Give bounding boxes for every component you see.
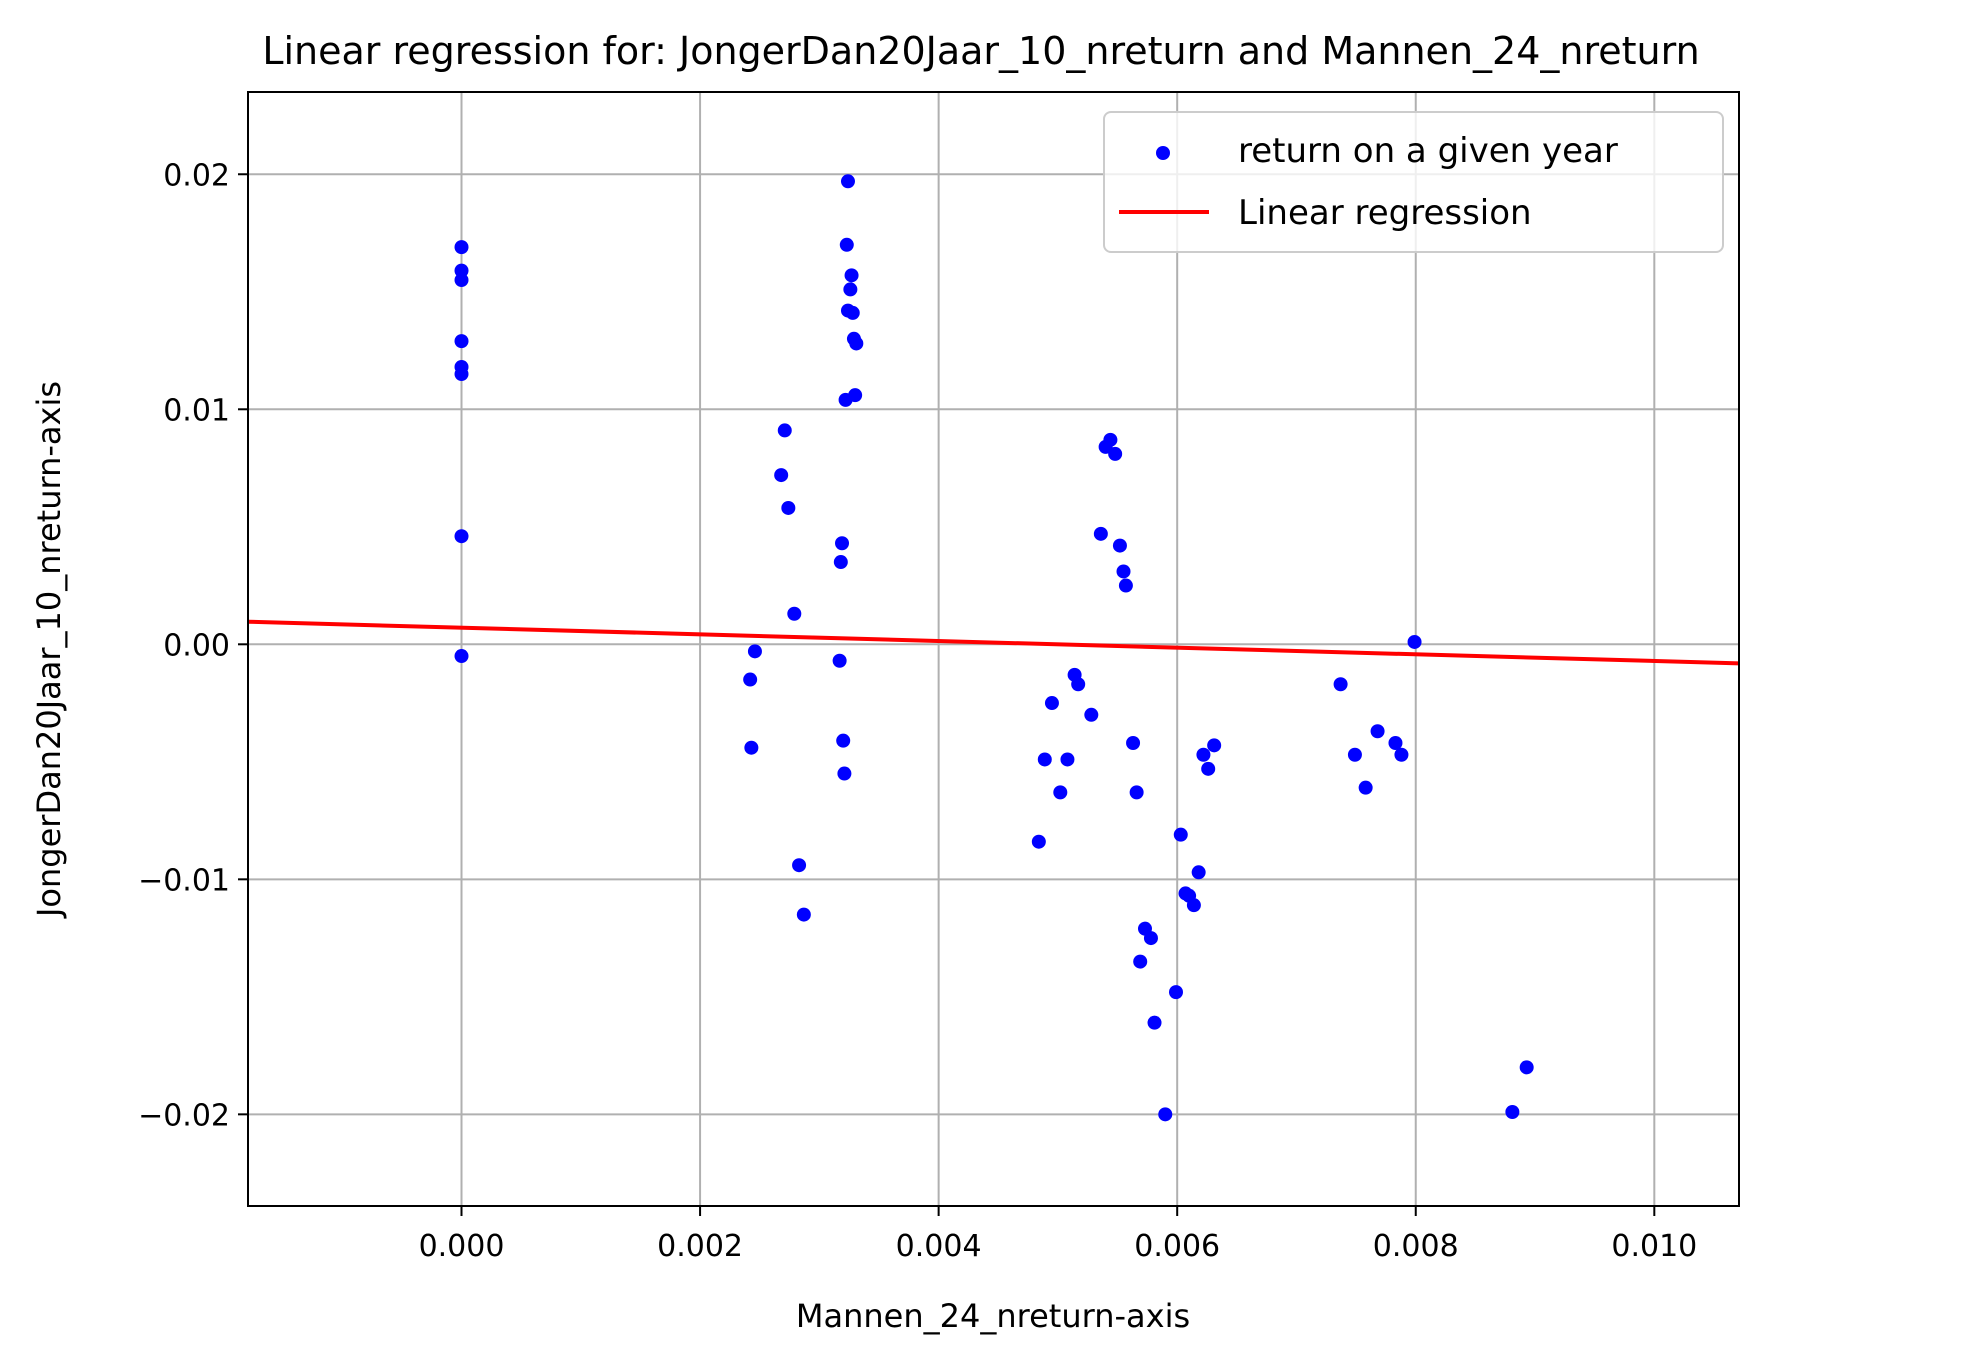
scatter-point — [781, 500, 796, 515]
scatter-point — [1191, 865, 1206, 880]
scatter-point — [833, 555, 848, 570]
scatter-point — [454, 649, 469, 664]
scatter-point — [849, 336, 864, 351]
x-tick-label: 0.000 — [419, 1229, 505, 1264]
scatter-point — [454, 529, 469, 544]
scatter-point — [774, 468, 789, 483]
scatter-point — [1407, 634, 1422, 649]
scatter-point — [1333, 677, 1348, 692]
scatter-point — [1168, 985, 1183, 1000]
scatter-point — [1207, 738, 1222, 753]
axis-ticks: 0.000 0.002 0.004 0.006 0.008 0.010 0.02 0.01 0.… — [138, 158, 1697, 1264]
chart-title: Linear regression for: JongerDan20Jaar_1… — [262, 29, 1699, 73]
scatter-point — [839, 237, 854, 252]
scatter-point — [1505, 1104, 1520, 1119]
y-tick-label: 0.01 — [163, 393, 230, 428]
plot-frame — [247, 91, 1740, 1207]
y-tick-label: −0.02 — [138, 1098, 230, 1133]
scatter-point — [454, 334, 469, 349]
scatter-point — [454, 273, 469, 288]
scatter-point — [845, 305, 860, 320]
scatter-point — [835, 536, 850, 551]
scatter-point — [1133, 954, 1148, 969]
scatter-point — [836, 733, 851, 748]
scatter-point — [1394, 747, 1409, 762]
legend-label-line: Linear regression — [1238, 193, 1532, 233]
scatter-point — [1084, 707, 1099, 722]
y-axis-label: JongerDan20Jaar_10_nreturn-axis — [30, 381, 68, 919]
scatter-point — [844, 268, 859, 283]
legend-scatter-marker — [1156, 146, 1170, 160]
scatter-point — [1143, 931, 1158, 946]
scatter-point — [1053, 785, 1068, 800]
scatter-point — [1358, 780, 1373, 795]
scatter-point — [1112, 538, 1127, 553]
scatter-point — [1129, 785, 1144, 800]
scatter-point — [1103, 432, 1118, 447]
scatter-point — [1173, 827, 1188, 842]
scatter-point — [843, 282, 858, 297]
legend-box — [1103, 111, 1724, 253]
data-layer — [248, 174, 1739, 1122]
grid-lines — [248, 92, 1739, 1206]
scatter-point — [454, 367, 469, 382]
scatter-point — [1147, 1015, 1162, 1030]
scatter-point — [454, 240, 469, 255]
scatter-point — [792, 858, 807, 873]
x-tick-label: 0.006 — [1134, 1229, 1220, 1264]
scatter-point — [1126, 736, 1141, 751]
scatter-point — [1060, 752, 1075, 767]
scatter-point — [744, 740, 759, 755]
scatter-point — [787, 606, 802, 621]
scatter-point — [1037, 752, 1052, 767]
y-tick-label: 0.02 — [163, 158, 230, 193]
scatter-point — [837, 766, 852, 781]
regression-line — [248, 619, 1739, 666]
y-tick-label: 0.00 — [163, 628, 230, 663]
scatter-point — [1519, 1060, 1534, 1075]
legend-label-scatter: return on a given year — [1238, 131, 1618, 171]
scatter-point — [1108, 446, 1123, 461]
x-axis-label: Mannen_24_nreturn-axis — [796, 1297, 1190, 1335]
scatter-point — [1118, 578, 1133, 593]
scatter-point — [832, 653, 847, 668]
scatter-point — [1196, 747, 1211, 762]
scatter-point — [1071, 677, 1086, 692]
scatter-point — [1044, 696, 1059, 711]
x-tick-label: 0.010 — [1611, 1229, 1697, 1264]
scatter-point — [743, 672, 758, 687]
scatter-point — [1347, 747, 1362, 762]
legend: return on a given year Linear regression — [1103, 111, 1724, 253]
scatter-point — [1186, 898, 1201, 913]
x-tick-label: 0.002 — [657, 1229, 743, 1264]
scatter-point — [840, 174, 855, 189]
x-tick-label: 0.008 — [1373, 1229, 1459, 1264]
scatter-point — [1116, 564, 1131, 579]
scatter-point — [1201, 761, 1216, 776]
x-tick-label: 0.004 — [896, 1229, 982, 1264]
scatter-point — [1093, 526, 1108, 541]
scatter-point — [1388, 736, 1403, 751]
scatter-point — [796, 907, 811, 922]
scatter-point — [1370, 724, 1385, 739]
y-tick-label: −0.01 — [138, 863, 230, 898]
scatter-point — [747, 644, 762, 659]
scatter-point — [848, 388, 863, 403]
scatter-point — [777, 423, 792, 438]
scatter-point — [1158, 1107, 1173, 1122]
scatter-point — [1031, 834, 1046, 849]
